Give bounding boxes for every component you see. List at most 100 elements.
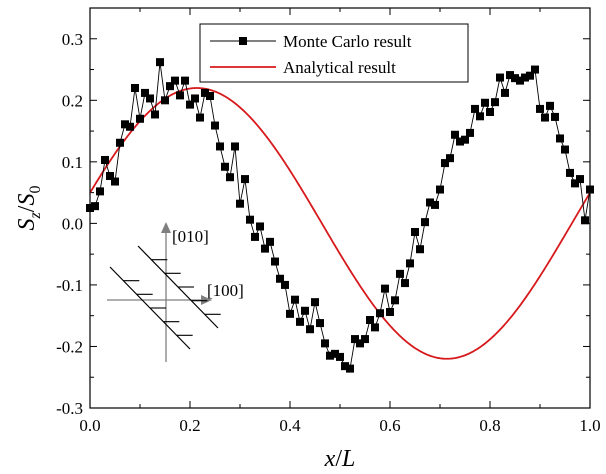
monte-carlo-point xyxy=(541,113,549,122)
x-tick-label: 0.8 xyxy=(479,416,500,435)
monte-carlo-point xyxy=(196,113,204,122)
monte-carlo-point xyxy=(381,284,389,293)
monte-carlo-point xyxy=(266,237,274,246)
monte-carlo-point xyxy=(161,96,169,105)
legend-box xyxy=(199,23,469,83)
monte-carlo-point xyxy=(241,175,249,184)
monte-carlo-point xyxy=(176,91,184,100)
monte-carlo-point xyxy=(371,323,379,332)
monte-carlo-point xyxy=(251,232,259,241)
y-tick-label: 0.1 xyxy=(62,153,83,172)
monte-carlo-point xyxy=(181,76,189,85)
monte-carlo-point xyxy=(531,65,539,74)
monte-carlo-point xyxy=(406,259,414,268)
monte-carlo-point xyxy=(111,177,119,186)
monte-carlo-point xyxy=(366,316,374,324)
monte-carlo-point xyxy=(311,298,319,307)
legend-label-analytical: Analytical result xyxy=(283,58,396,77)
monte-carlo-point xyxy=(326,351,334,360)
monte-carlo-point xyxy=(571,179,579,188)
monte-carlo-point xyxy=(506,71,514,80)
monte-carlo-point xyxy=(91,202,99,211)
inset-label-100: [100] xyxy=(207,281,244,300)
monte-carlo-point xyxy=(286,309,294,318)
monte-carlo-point xyxy=(246,215,254,224)
y-tick-label: 0.3 xyxy=(62,30,83,49)
monte-carlo-point xyxy=(376,309,384,318)
monte-carlo-point xyxy=(216,142,224,151)
monte-carlo-point xyxy=(431,200,439,209)
monte-carlo-point xyxy=(171,76,179,85)
monte-carlo-point xyxy=(581,216,589,225)
monte-carlo-point xyxy=(276,274,284,283)
monte-carlo-point xyxy=(411,228,419,236)
monte-carlo-point xyxy=(321,339,329,348)
analytical-result-line xyxy=(89,87,591,360)
y-tick-label: -0.3 xyxy=(56,399,83,418)
legend-label-monte-carlo: Monte Carlo result xyxy=(283,32,412,51)
monte-carlo-point xyxy=(476,112,484,121)
crystal-direction-inset xyxy=(107,222,212,362)
monte-carlo-point xyxy=(106,172,114,180)
x-tick-label: 0.2 xyxy=(179,416,200,435)
x-axis-title: x/L xyxy=(324,446,356,472)
monte-carlo-point xyxy=(396,269,404,278)
monte-carlo-point xyxy=(391,296,399,305)
monte-carlo-point xyxy=(166,82,174,91)
monte-carlo-point xyxy=(451,130,459,139)
legend-mc-marker xyxy=(239,37,247,45)
monte-carlo-point xyxy=(521,73,529,82)
monte-carlo-point xyxy=(261,244,269,253)
monte-carlo-point xyxy=(101,156,109,164)
monte-carlo-point xyxy=(291,295,299,304)
y-axis-title: Sz/S0 xyxy=(14,186,44,231)
analytical-curve-layer xyxy=(89,87,591,360)
plot-frame xyxy=(89,7,591,409)
monte-carlo-point xyxy=(401,279,409,288)
monte-carlo-point xyxy=(281,280,289,289)
monte-carlo-point xyxy=(486,108,494,116)
monte-carlo-point xyxy=(456,137,464,146)
monte-carlo-point xyxy=(191,94,199,103)
monte-carlo-point xyxy=(131,84,139,92)
monte-carlo-point xyxy=(491,98,499,107)
monte-carlo-point xyxy=(151,110,159,119)
x-tick-label: 0.6 xyxy=(379,416,400,435)
monte-carlo-point xyxy=(386,308,394,316)
monte-carlo-point xyxy=(566,168,574,177)
x-tick-label: 0.4 xyxy=(279,416,301,435)
monte-carlo-point xyxy=(526,71,534,80)
monte-carlo-point xyxy=(306,325,314,334)
monte-carlo-point xyxy=(201,88,209,97)
monte-carlo-point xyxy=(211,121,219,130)
axes-layer: 0.0 0.2 0.4 0.6 0.8 1.0 -0.3 -0.2 -0.1 0.0 0.1 0.2 0… xyxy=(56,8,601,435)
y-tick-label: 0.0 xyxy=(62,214,83,233)
inset-arrow-010 xyxy=(161,222,171,233)
monte-carlo-point xyxy=(156,58,164,67)
monte-carlo-point xyxy=(421,218,429,227)
legend: Monte Carlo result Analytical result xyxy=(199,23,469,83)
monte-carlo-point xyxy=(436,185,444,194)
monte-carlo-point xyxy=(351,335,359,344)
monte-carlo-point xyxy=(461,135,469,144)
monte-carlo-point xyxy=(126,122,134,131)
monte-carlo-point xyxy=(536,104,544,113)
monte-carlo-point xyxy=(556,134,564,143)
monte-carlo-point xyxy=(496,73,504,82)
monte-carlo-point xyxy=(316,319,324,328)
monte-carlo-point xyxy=(346,364,354,373)
monte-carlo-point xyxy=(471,104,479,113)
monte-carlo-point xyxy=(236,199,244,208)
monte-carlo-point xyxy=(226,173,234,182)
monte-carlo-point xyxy=(121,120,129,129)
monte-carlo-point xyxy=(511,74,519,83)
monte-carlo-point xyxy=(446,154,454,163)
inset-arrow-100 xyxy=(201,295,212,305)
y-tick-label: -0.1 xyxy=(56,276,83,295)
monte-carlo-point xyxy=(466,128,474,137)
monte-carlo-point xyxy=(361,335,369,344)
monte-carlo-point xyxy=(136,114,144,123)
monte-carlo-point xyxy=(336,352,344,361)
monte-carlo-point xyxy=(561,145,569,154)
